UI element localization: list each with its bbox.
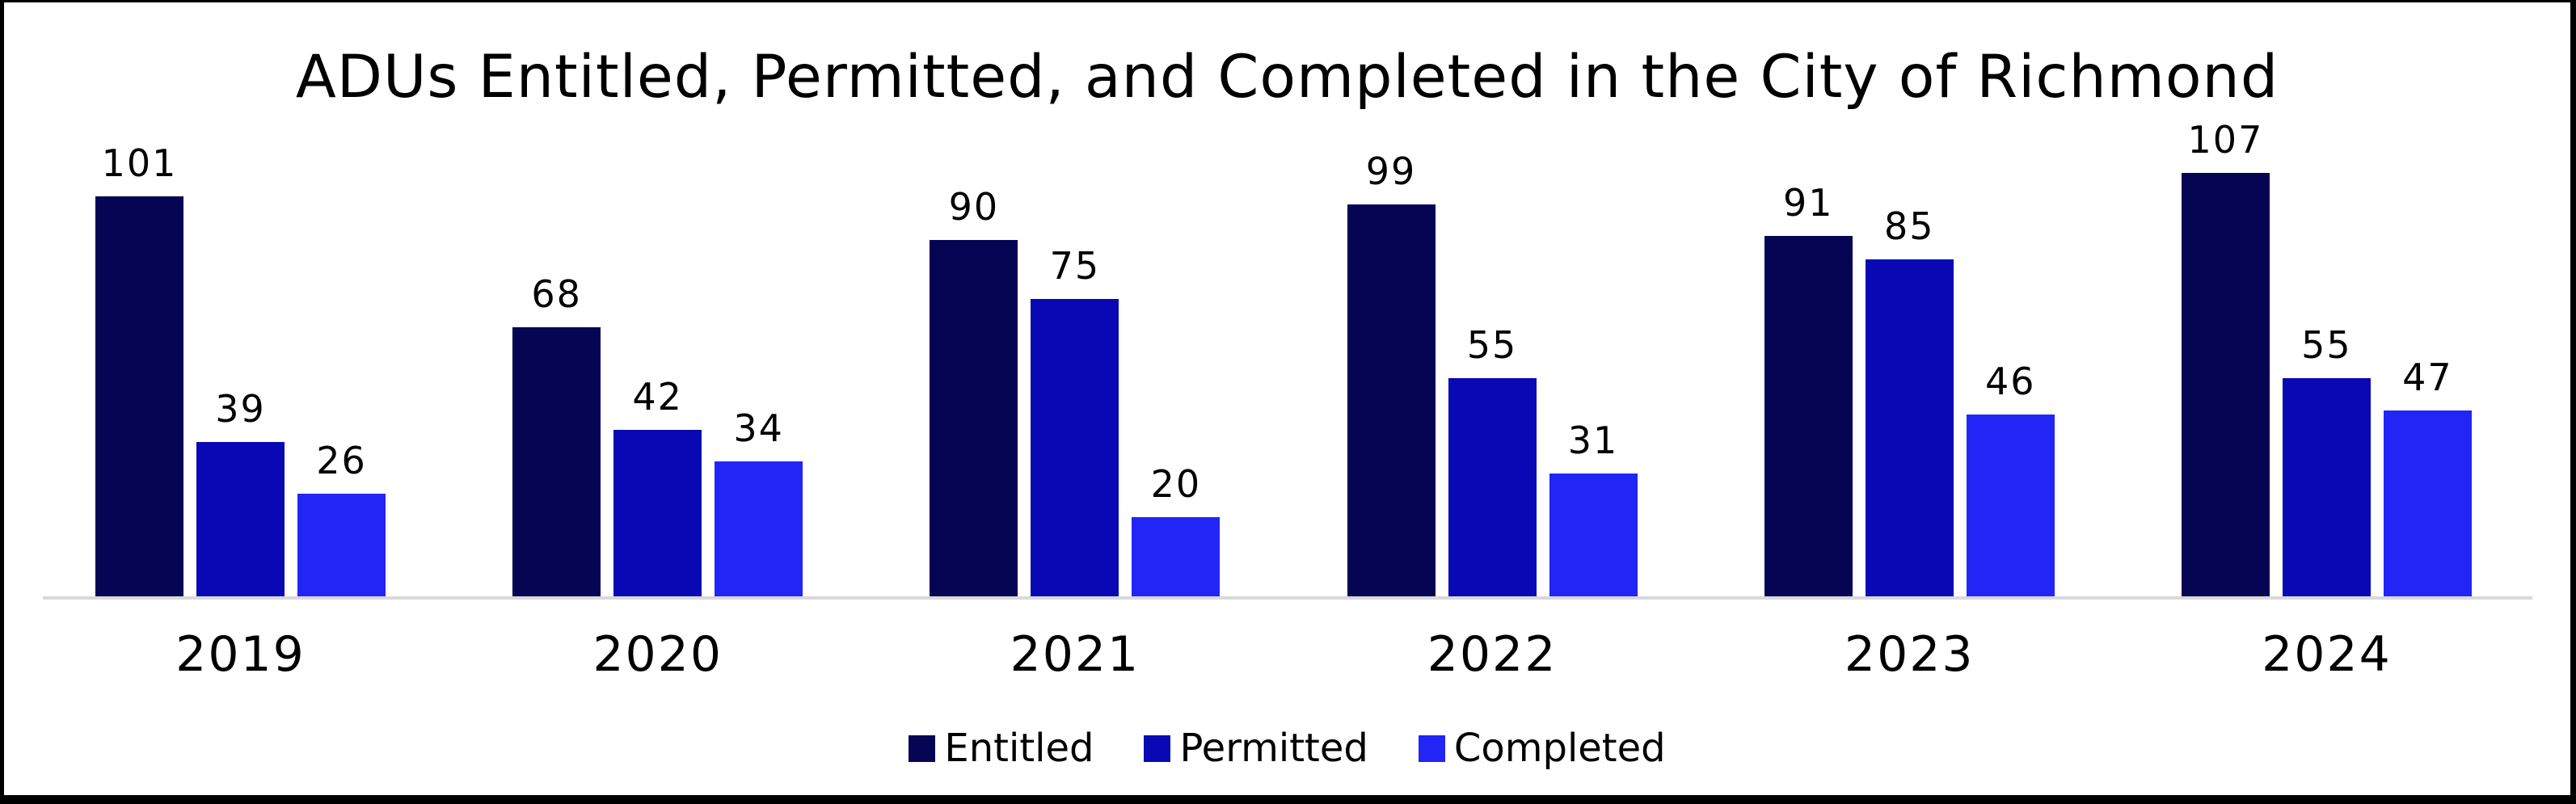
bar-wrap-permitted-2021: 75 <box>1031 244 1119 596</box>
legend-item-completed: Completed <box>1418 726 1666 771</box>
plot-area: 101 39 26 68 42 34 90 75 20 99 55 31 91 85 46 107 55 47 <box>43 2 2532 600</box>
bar-wrap-entitled-2024: 107 <box>2181 118 2270 596</box>
bar-group-2020: 68 42 34 <box>512 272 803 596</box>
x-axis-labels: 2019 2020 2021 2022 2023 2024 <box>43 626 2532 683</box>
x-axis-label-2021: 2021 <box>1010 626 1140 683</box>
legend-swatch-entitled <box>909 735 936 762</box>
bar-permitted-2024 <box>2282 378 2371 596</box>
value-label-completed-2019: 26 <box>316 439 367 482</box>
bar-wrap-completed-2023: 46 <box>1966 360 2055 596</box>
bar-wrap-entitled-2023: 91 <box>1764 181 1853 596</box>
legend-swatch-permitted <box>1144 735 1171 762</box>
legend-item-entitled: Entitled <box>909 726 1094 771</box>
chart-title: ADUs Entitled, Permitted, and Completed … <box>295 43 2279 112</box>
value-label-entitled-2023: 91 <box>1782 181 1834 225</box>
bar-permitted-2020 <box>613 430 702 596</box>
value-label-completed-2024: 47 <box>2402 356 2453 399</box>
bar-entitled-2022 <box>1347 204 1436 596</box>
value-label-entitled-2024: 107 <box>2187 118 2264 162</box>
value-label-permitted-2024: 55 <box>2301 323 2352 367</box>
bar-wrap-permitted-2023: 85 <box>1865 204 1954 596</box>
bar-wrap-permitted-2020: 42 <box>613 375 702 596</box>
value-label-permitted-2023: 85 <box>1883 204 1935 248</box>
bar-group-2024: 107 55 47 <box>2181 118 2472 596</box>
value-label-completed-2021: 20 <box>1150 462 1202 506</box>
bar-completed-2023 <box>1966 415 2055 596</box>
bar-group-2023: 91 85 46 <box>1764 181 2055 596</box>
bar-group-2021: 90 75 20 <box>930 185 1221 596</box>
bar-permitted-2023 <box>1865 259 1954 596</box>
bar-completed-2020 <box>715 461 803 596</box>
value-label-entitled-2021: 90 <box>948 185 1000 229</box>
value-label-permitted-2021: 75 <box>1049 244 1101 288</box>
value-label-permitted-2020: 42 <box>632 375 683 419</box>
bar-group-2022: 99 55 31 <box>1347 149 1638 596</box>
legend-item-permitted: Permitted <box>1144 726 1368 771</box>
bar-wrap-completed-2019: 26 <box>297 439 386 596</box>
value-label-entitled-2019: 101 <box>101 141 178 185</box>
x-axis-label-2024: 2024 <box>2262 626 2392 683</box>
value-label-permitted-2022: 55 <box>1466 323 1518 367</box>
legend: Entitled Permitted Completed <box>4 726 2570 771</box>
bar-wrap-permitted-2022: 55 <box>1448 323 1537 596</box>
value-label-completed-2022: 31 <box>1567 419 1619 462</box>
legend-label-permitted: Permitted <box>1179 726 1368 771</box>
bar-entitled-2024 <box>2181 173 2270 596</box>
bar-wrap-entitled-2020: 68 <box>512 272 601 596</box>
bar-group-2019: 101 39 26 <box>95 141 386 596</box>
bar-completed-2021 <box>1132 517 1221 596</box>
bar-wrap-entitled-2021: 90 <box>930 185 1018 596</box>
bar-entitled-2020 <box>512 327 601 596</box>
value-label-completed-2023: 46 <box>1984 360 2036 403</box>
value-label-entitled-2022: 99 <box>1365 149 1417 193</box>
x-axis-label-2019: 2019 <box>175 626 306 683</box>
legend-label-completed: Completed <box>1453 726 1666 771</box>
value-label-entitled-2020: 68 <box>531 272 582 316</box>
bar-wrap-completed-2020: 34 <box>715 406 803 596</box>
value-label-permitted-2019: 39 <box>215 387 266 431</box>
bar-wrap-permitted-2024: 55 <box>2282 323 2371 596</box>
legend-label-entitled: Entitled <box>944 726 1094 771</box>
x-axis-label-2022: 2022 <box>1427 626 1558 683</box>
bar-entitled-2019 <box>95 196 183 596</box>
bar-permitted-2019 <box>196 442 285 596</box>
bar-completed-2022 <box>1549 474 1638 596</box>
bar-wrap-completed-2022: 31 <box>1549 419 1638 596</box>
bar-wrap-completed-2021: 20 <box>1132 462 1221 596</box>
bar-wrap-permitted-2019: 39 <box>196 387 285 596</box>
x-axis-label-2023: 2023 <box>1844 626 1975 683</box>
legend-swatch-completed <box>1418 735 1445 762</box>
bar-permitted-2022 <box>1448 378 1537 596</box>
bar-wrap-completed-2024: 47 <box>2383 356 2472 596</box>
bar-permitted-2021 <box>1031 299 1119 596</box>
bar-completed-2024 <box>2383 410 2472 596</box>
bar-wrap-entitled-2019: 101 <box>95 141 183 596</box>
x-axis-label-2020: 2020 <box>592 626 723 683</box>
bar-wrap-entitled-2022: 99 <box>1347 149 1436 596</box>
bar-completed-2019 <box>297 494 386 596</box>
bar-entitled-2023 <box>1764 236 1853 596</box>
value-label-completed-2020: 34 <box>733 406 784 450</box>
bar-entitled-2021 <box>930 240 1018 596</box>
